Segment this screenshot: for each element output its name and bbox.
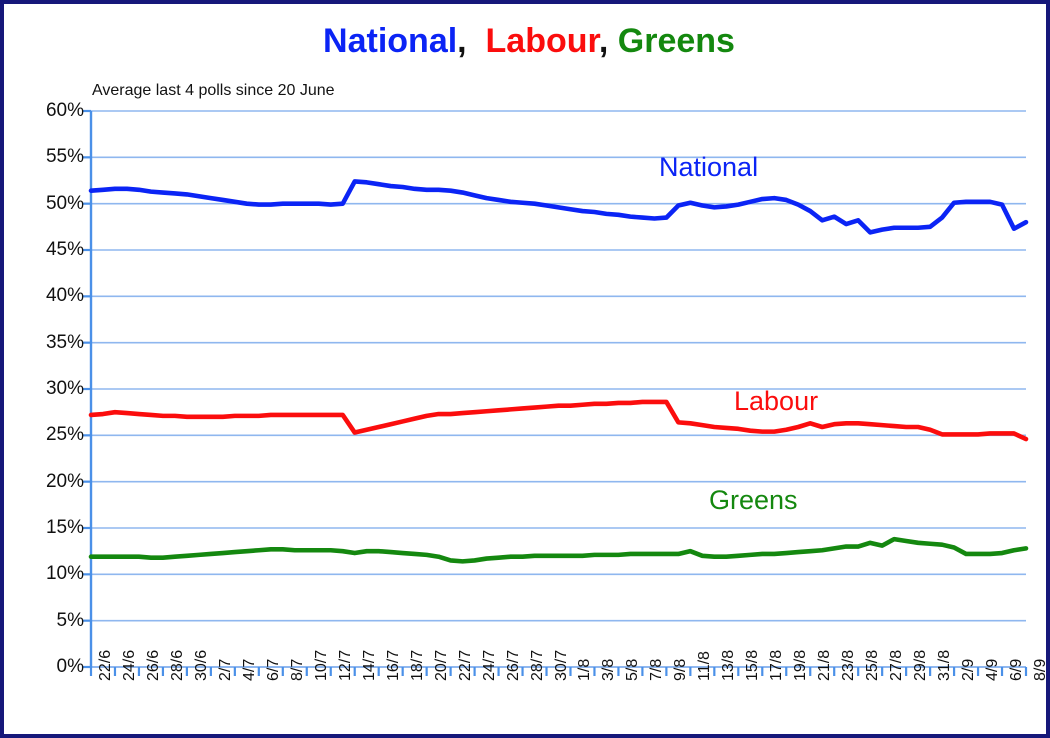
x-axis-tick-label: 26/6 [144, 649, 162, 681]
x-axis-tick-label: 31/8 [936, 649, 954, 681]
y-axis-tick-label: 60% [45, 100, 84, 121]
y-axis-tick-label: 20% [45, 470, 84, 492]
y-axis-tick-label: 40% [45, 285, 84, 307]
y-axis-labels: 0% 5% 10% 15% 20% 25% 30% 35% 40% 45% 50% 55% 60% [10, 4, 84, 734]
x-axis-tick-label: 21/8 [816, 649, 834, 681]
x-axis-tick-label: 9/8 [672, 658, 690, 681]
x-axis-tick-label: 18/7 [408, 649, 426, 681]
x-axis-tick-label: 22/7 [456, 649, 474, 681]
chart-title: National, Labour, Greens [4, 22, 1046, 61]
x-axis-tick-label: 27/8 [888, 649, 906, 681]
x-axis-tick-label: 10/7 [312, 649, 330, 681]
title-separator-1: , [457, 22, 486, 60]
y-axis-tick-label: 35% [45, 331, 84, 353]
x-axis-tick-label: 2/7 [216, 658, 234, 681]
y-axis-tick-label: 5% [56, 609, 84, 631]
x-axis-tick-label: 6/7 [264, 658, 282, 681]
x-axis-tick-label: 20/7 [432, 649, 450, 681]
x-axis-tick-label: 17/8 [768, 649, 786, 681]
x-axis-tick-label: 24/6 [120, 649, 138, 681]
x-axis-tick-label: 28/6 [168, 649, 186, 681]
y-axis-tick-label: 55% [45, 146, 84, 168]
title-separator-2: , [598, 22, 618, 60]
chart-subtitle: Average last 4 polls since 20 June [92, 82, 335, 99]
x-axis-tick-label: 1/8 [576, 658, 594, 681]
series-label-greens: Greens [709, 485, 798, 515]
x-axis-labels: 22/6 24/6 26/6 28/6 30/6 2/7 4/7 6/7 8/7 10/7 12/7… [4, 4, 1049, 734]
x-axis-tick-label: 23/8 [840, 649, 858, 681]
series-line-national [88, 179, 1029, 235]
series-line-labour [88, 399, 1029, 442]
x-axis-ticks [89, 667, 1028, 676]
x-axis-tick-label: 29/8 [912, 649, 930, 681]
series-lines [88, 179, 1029, 564]
x-axis-tick-label: 6/9 [1008, 658, 1026, 681]
x-axis-tick-label: 8/9 [1032, 658, 1049, 681]
x-axis-tick-label: 25/8 [864, 649, 882, 681]
y-axis-tick-label: 15% [45, 517, 84, 538]
x-axis-tick-label: 30/7 [552, 649, 570, 681]
y-axis-tick-label: 25% [45, 424, 84, 446]
series-label-labour: Labour [734, 386, 819, 416]
x-axis-tick-label: 24/7 [480, 649, 498, 681]
x-axis-tick-label: 28/7 [528, 649, 546, 681]
x-axis-tick-label: 3/8 [600, 658, 618, 681]
x-axis-tick-label: 13/8 [720, 649, 738, 681]
x-axis-tick-label: 14/7 [360, 649, 378, 681]
x-axis-tick-label: 15/8 [744, 649, 762, 681]
y-axis-tick-label: 0% [56, 656, 84, 677]
y-axis-tick-label: 30% [45, 378, 84, 399]
y-axis-ticks [82, 109, 91, 669]
title-part-greens: Greens [617, 22, 735, 60]
y-axis-tick-label: 10% [45, 563, 84, 585]
x-axis-tick-label: 26/7 [504, 649, 522, 681]
x-axis-tick-label: 4/7 [240, 658, 258, 681]
x-axis-tick-label: 30/6 [192, 649, 210, 681]
series-line-greens [88, 536, 1029, 564]
x-axis-tick-label: 22/6 [97, 649, 114, 681]
plot-area [82, 109, 1029, 676]
y-axis-tick-label: 45% [45, 239, 84, 260]
x-axis-tick-label: 19/8 [792, 649, 810, 681]
x-axis-tick-label: 4/9 [984, 658, 1002, 681]
x-axis-tick-label: 7/8 [648, 658, 666, 681]
y-axis-tick-label: 50% [45, 192, 84, 214]
title-part-labour: Labour [485, 22, 599, 60]
x-axis-tick-label: 2/9 [960, 658, 978, 681]
x-axis-tick-label: 16/7 [384, 649, 402, 681]
title-part-national: National [323, 22, 458, 60]
x-axis-tick-label: 12/7 [336, 649, 354, 681]
x-axis-tick-label: 8/7 [288, 658, 306, 681]
series-label-national: National [659, 152, 759, 182]
x-axis-tick-label: 5/8 [624, 658, 642, 681]
x-axis-tick-label: 11/8 [696, 651, 714, 681]
